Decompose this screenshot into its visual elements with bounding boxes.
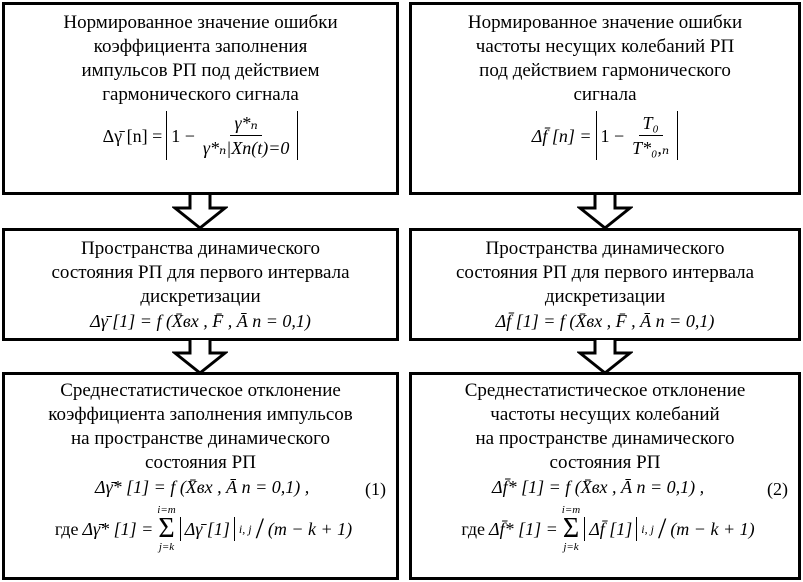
box-text-line: под действием гармонического xyxy=(479,60,731,81)
box-text-line: частоты несущих колебаний xyxy=(490,404,720,425)
box-text-line: сигнала xyxy=(573,84,637,105)
fraction-denominator: T*₀,ₙ xyxy=(632,138,670,158)
where-lhs: Δf̄* [1] = xyxy=(489,519,558,539)
where-label: где xyxy=(54,519,79,539)
fraction-numerator: γ*ₙ xyxy=(230,111,262,136)
box-text-line: Среднестатистическое отклонение xyxy=(60,380,341,401)
fraction-denominator: γ*ₙ|Xп(t)=0 xyxy=(202,138,290,158)
divisor: (m − k + 1) xyxy=(267,519,353,539)
sum-upper: i=m xyxy=(561,504,581,516)
box-text-line: дискретизации xyxy=(140,286,261,307)
formula-abs: 1 − γ*ₙ γ*ₙ|Xп(t)=0 xyxy=(166,111,299,160)
formula-lhs: Δγ̄ [n] = xyxy=(102,125,163,146)
box-text-line: Нормированное значение ошибки xyxy=(467,12,743,33)
box-text-line: Пространства динамического xyxy=(485,238,725,259)
box-text-line: дискретизации xyxy=(544,286,666,307)
formula-row: Δf̄* [1] = f (X̄вх , Ā п = 0,1) , (2) xyxy=(412,475,798,501)
left-box-mean-deviation: Среднестатистическое отклонение коэффици… xyxy=(2,372,399,580)
box-text-line: на пространстве динамического xyxy=(71,428,330,449)
where-lhs: Δγ̄* [1] = xyxy=(82,519,154,539)
sum-body: Δf̄ [1] xyxy=(584,517,638,541)
down-arrow-icon xyxy=(577,195,633,230)
formula-fraction: γ*ₙ γ*ₙ|Xп(t)=0 xyxy=(199,111,293,160)
sum-index: i, j xyxy=(641,522,654,536)
sum-lower: j=k xyxy=(563,541,579,553)
divisor: (m − k + 1) xyxy=(670,519,755,539)
formula-one-minus: 1 − xyxy=(171,125,195,146)
formula-mean-deviation: Δf̄* [1] = f (X̄вх , Ā п = 0,1) , xyxy=(492,477,705,497)
left-box-dynamic-space: Пространства динамического состояния РП … xyxy=(2,228,399,341)
box-text-line: на пространстве динамического xyxy=(475,428,735,449)
formula-one-minus: 1 − xyxy=(600,125,625,146)
formula-normalized-error: Δγ̄ [n] = 1 − γ*ₙ γ*ₙ|Xп(t)=0 xyxy=(103,111,299,160)
box-text-line: состояния РП xyxy=(549,452,661,473)
where-label: где xyxy=(461,519,486,539)
formula-row: Δγ̄* [1] = f (X̄вх , Ā п = 0,1) , (1) xyxy=(5,475,396,501)
down-arrow-icon xyxy=(577,340,633,375)
formula-lhs: Δf̄ [n] = xyxy=(531,125,592,146)
box-text-line: Пространства динамического xyxy=(80,238,320,259)
box-text-line: частоты несущих колебаний РП xyxy=(475,36,735,57)
formula-dynamic-space: Δγ̄ [1] = f (X̄вх , F̄ , Ā п = 0,1) xyxy=(90,311,311,331)
box-text-line: коэффициента заполнения импульсов xyxy=(48,404,353,425)
sum-body-text: Δf̄ [1] xyxy=(589,519,633,539)
box-text-line: коэффициента заполнения xyxy=(93,36,308,57)
formula-dynamic-space: Δf̄ [1] = f (X̄вх , F̄ , Ā п = 0,1) xyxy=(495,311,715,331)
box-text-line: состояния РП xyxy=(145,452,256,473)
sum-index: i, j xyxy=(238,522,252,536)
right-box-dynamic-space: Пространства динамического состояния РП … xyxy=(409,228,801,341)
formula-normalized-error: Δf̄ [n] = 1 − T₀ T*₀,ₙ xyxy=(531,111,679,160)
sum-lower: j=k xyxy=(158,541,175,553)
equation-number: (2) xyxy=(767,479,788,499)
formula-mean-deviation: Δγ̄* [1] = f (X̄вх , Ā п = 0,1) , xyxy=(95,477,310,497)
box-text-line: состояния РП для первого интервала xyxy=(455,262,755,283)
equation-number: (1) xyxy=(365,479,386,499)
sum-upper: i=m xyxy=(157,504,176,516)
box-text-line: Нормированное значение ошибки xyxy=(63,12,338,33)
fraction-numerator: T₀ xyxy=(638,111,663,136)
left-box-normalized-error: Нормированное значение ошибки коэффициен… xyxy=(2,2,399,195)
right-box-normalized-error: Нормированное значение ошибки частоты не… xyxy=(409,2,801,195)
box-text-line: состояния РП для первого интервала xyxy=(51,262,350,283)
down-arrow-icon xyxy=(172,340,228,375)
down-arrow-icon xyxy=(172,195,228,230)
box-text-line: гармонического сигнала xyxy=(102,84,299,105)
sum-body-text: Δγ̄ [1] xyxy=(184,519,230,539)
right-box-mean-deviation: Среднестатистическое отклонение частоты … xyxy=(409,372,801,580)
sum-body: Δγ̄ [1] xyxy=(179,517,235,541)
box-text-line: Среднестатистическое отклонение xyxy=(464,380,746,401)
formula-abs: 1 − T₀ T*₀,ₙ xyxy=(595,111,679,160)
formula-fraction: T₀ T*₀,ₙ xyxy=(628,111,673,160)
box-text-line: импульсов РП под действием xyxy=(81,60,320,81)
